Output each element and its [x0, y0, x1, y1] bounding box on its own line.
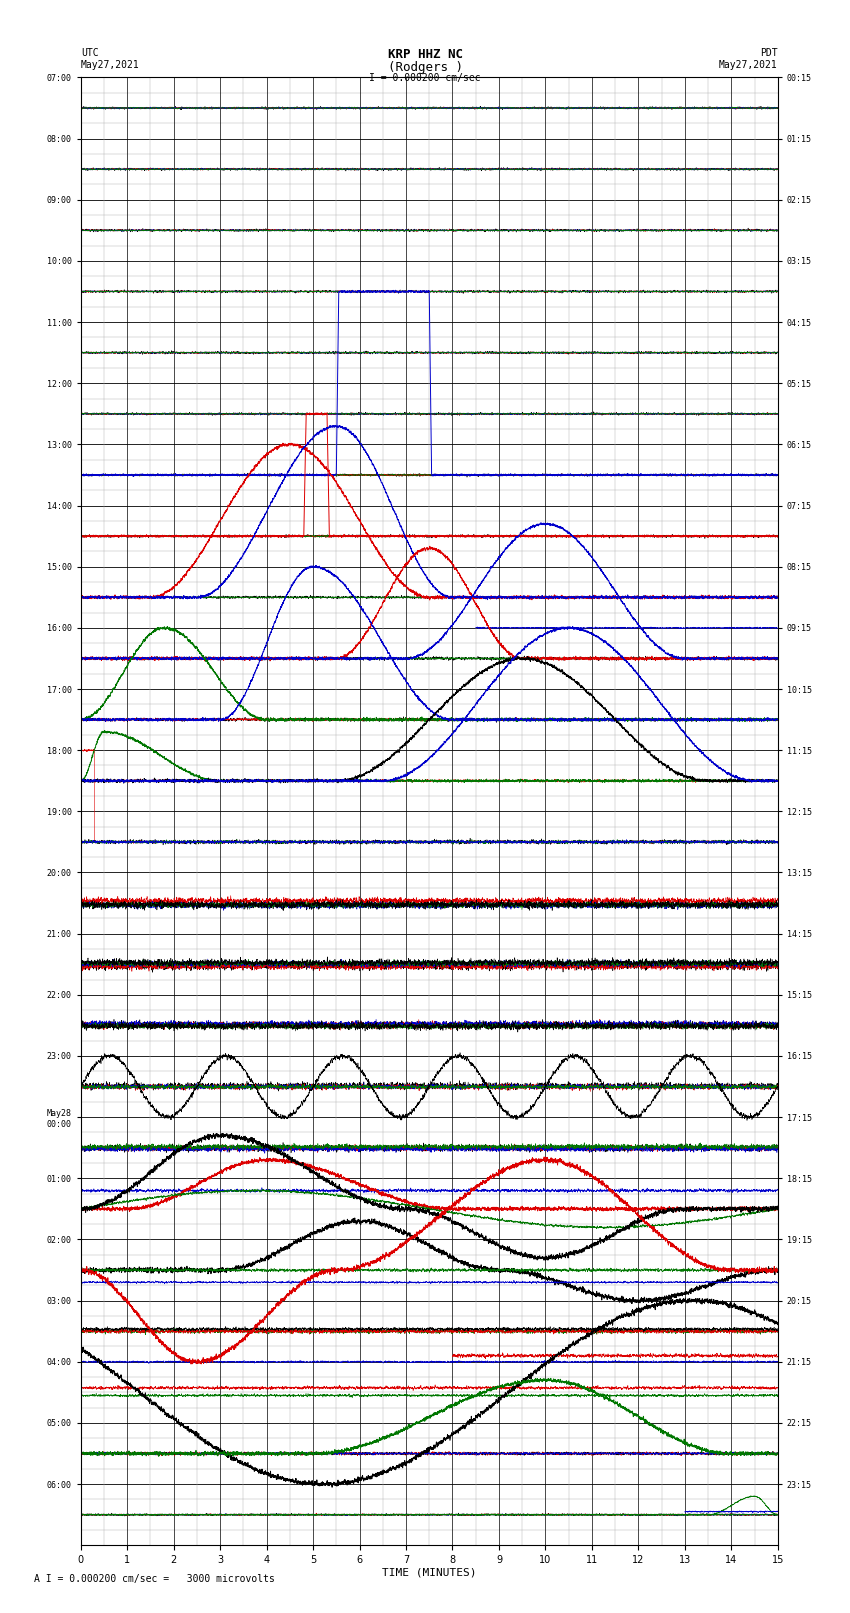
X-axis label: TIME (MINUTES): TIME (MINUTES) — [382, 1568, 477, 1578]
Text: KRP HHZ NC: KRP HHZ NC — [388, 48, 462, 61]
Text: A I = 0.000200 cm/sec =   3000 microvolts: A I = 0.000200 cm/sec = 3000 microvolts — [34, 1574, 275, 1584]
Text: May27,2021: May27,2021 — [81, 60, 139, 69]
Text: (Rodgers ): (Rodgers ) — [388, 61, 462, 74]
Text: I = 0.000200 cm/sec: I = 0.000200 cm/sec — [369, 73, 481, 82]
Text: UTC: UTC — [81, 48, 99, 58]
Text: PDT: PDT — [760, 48, 778, 58]
Text: May27,2021: May27,2021 — [719, 60, 778, 69]
